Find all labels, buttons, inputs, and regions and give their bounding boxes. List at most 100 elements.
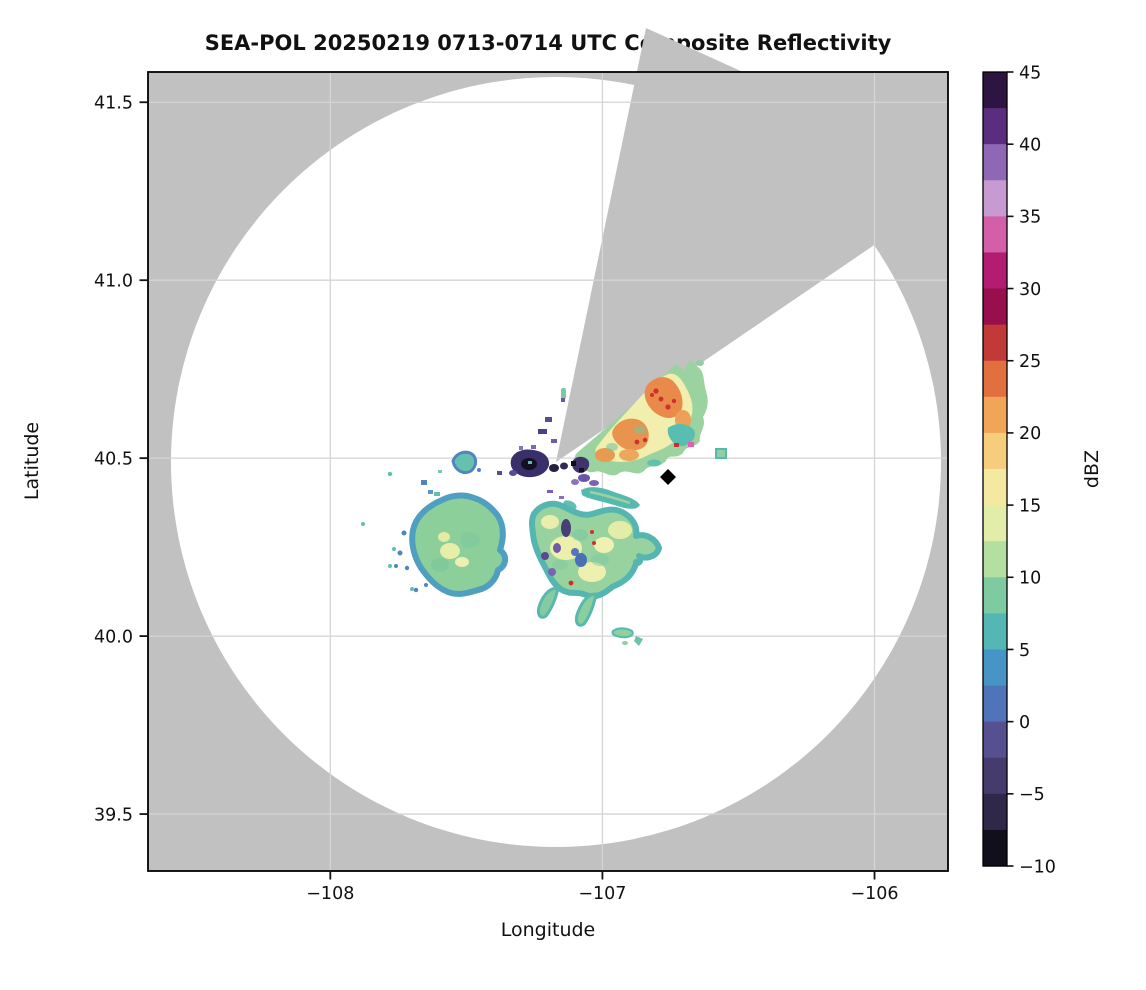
radar-coverage [171, 28, 941, 847]
echo-green-dash-cap [561, 398, 565, 402]
echo-teal-dot [528, 461, 532, 464]
colorbar-tick-label: 0 [1019, 713, 1030, 733]
echo-ne-storm-orange-core-upper [644, 377, 683, 418]
colorbar-segment [983, 396, 1007, 434]
echo-sw-west-specks [394, 530, 428, 593]
echo-bottom-tongue [536, 586, 560, 619]
echo-sw-cell [361, 450, 508, 597]
x-axis-label: Longitude [501, 919, 596, 941]
colorbar-tick-label: 30 [1019, 280, 1041, 300]
colorbar-segment [983, 360, 1007, 398]
echo-purple-satellite [509, 470, 517, 476]
echo-pale-core [608, 521, 632, 539]
echo-isolated-south-specks [611, 627, 643, 646]
colorbar-segment [983, 685, 1007, 723]
colorbar: 45 40 35 30 25 20 15 10 5 0 −5 −10 [983, 63, 1056, 877]
colorbar-segment [983, 216, 1007, 254]
echo-dark-satellite [560, 462, 568, 470]
echo-speck [421, 480, 427, 485]
colorbar-segment [983, 252, 1007, 290]
y-tick-label: 41.5 [94, 94, 133, 114]
colorbar-tick-label: 40 [1019, 135, 1041, 155]
echo-near-radar-cluster [509, 388, 599, 486]
echo-ne-storm-red-specks [634, 388, 677, 445]
x-tick-label: −107 [578, 884, 626, 904]
echo-pale-core [440, 543, 460, 559]
colorbar-frame [982, 71, 1008, 867]
colorbar-tick-label: 15 [1019, 496, 1041, 516]
echo-ne-storm-orange-minor2 [595, 448, 615, 462]
colorbar-segment [983, 649, 1007, 687]
colorbar-tick-label: −10 [1019, 857, 1056, 877]
colorbar-tick-label: 5 [1019, 641, 1030, 661]
colorbar-segment [983, 505, 1007, 542]
site-diamond-marker [660, 469, 676, 485]
axis-furniture: −108 −107 −106 41.5 41.0 40.5 40.0 39.5 [94, 94, 899, 904]
colorbar-label: dBZ [1081, 450, 1103, 488]
colorbar-tick-label: 10 [1019, 569, 1041, 589]
y-tick-label: 40.5 [94, 449, 133, 469]
echo-red-specks [568, 530, 596, 586]
colorbar-segment [983, 613, 1007, 651]
echo-speck [438, 470, 442, 473]
echo-ne-storm [574, 360, 708, 476]
x-tick-label: −106 [850, 884, 898, 904]
echo-ne-storm-orange-minor [619, 449, 639, 461]
colorbar-segment [983, 757, 1007, 795]
colorbar-segment [983, 180, 1007, 217]
blocked-sector-wedge [556, 28, 930, 462]
echo-sw-far-specks [361, 471, 414, 591]
echo-black-bit [571, 461, 576, 466]
echo-speck [497, 471, 502, 475]
echo-bottom-tongue [574, 592, 598, 627]
echo-pale-core [455, 557, 469, 567]
echo-ne-storm-mottle [606, 443, 618, 451]
colorbar-tick-label: 35 [1019, 208, 1041, 228]
echo-mottle [460, 532, 480, 548]
colorbar-tick-label: 45 [1019, 63, 1041, 83]
echo-speck [477, 468, 481, 472]
colorbar-segment [983, 432, 1007, 470]
plot-frame [147, 71, 949, 872]
echo-pale-core [541, 515, 559, 529]
echo-blue-patch [571, 548, 579, 556]
echo-mottle [431, 558, 449, 572]
echo-purple-fringe [571, 474, 599, 486]
y-tick-label: 39.5 [94, 805, 133, 825]
colorbar-segment [983, 72, 1007, 109]
y-tick-label: 40.0 [94, 627, 133, 647]
colorbar-segment [983, 469, 1007, 506]
echo-ne-storm-mottle [634, 426, 646, 434]
echo-mottle [591, 554, 609, 566]
gridlines [148, 72, 948, 871]
echo-speck [434, 492, 440, 496]
echo-mottle [572, 529, 588, 541]
colorbar-segment [983, 288, 1007, 326]
colorbar-segment [983, 793, 1007, 831]
y-tick-label: 41.0 [94, 272, 133, 292]
echo-pale-core [438, 532, 450, 542]
colorbar-segment [983, 324, 1007, 362]
colorbar-tick-label: −5 [1019, 785, 1045, 805]
echo-ne-top-speck [696, 360, 704, 366]
echo-pink-speck [688, 442, 694, 447]
echo-black-bit [579, 468, 584, 472]
colorbar-segment [983, 577, 1007, 614]
echo-east-square [715, 448, 727, 459]
echo-north-purple-specks [519, 417, 557, 450]
colorbar-tick-label: 25 [1019, 352, 1041, 372]
echo-purple-accents [541, 519, 571, 576]
echo-ne-storm-teal-patch [667, 424, 695, 447]
x-tick-label: −108 [306, 884, 354, 904]
echo-south-field [529, 500, 662, 627]
echo-blue-patch [575, 553, 587, 567]
echo-speck [428, 490, 433, 494]
echo-sw-nw-satellite [451, 450, 478, 475]
echo-green-dash [561, 388, 566, 399]
colorbar-segment [983, 144, 1007, 181]
echo-dark-satellite [549, 464, 559, 472]
colorbar-tick-label: 20 [1019, 424, 1041, 444]
echo-purple-blob [571, 456, 590, 474]
echo-ne-storm-teal-dash [647, 459, 661, 467]
